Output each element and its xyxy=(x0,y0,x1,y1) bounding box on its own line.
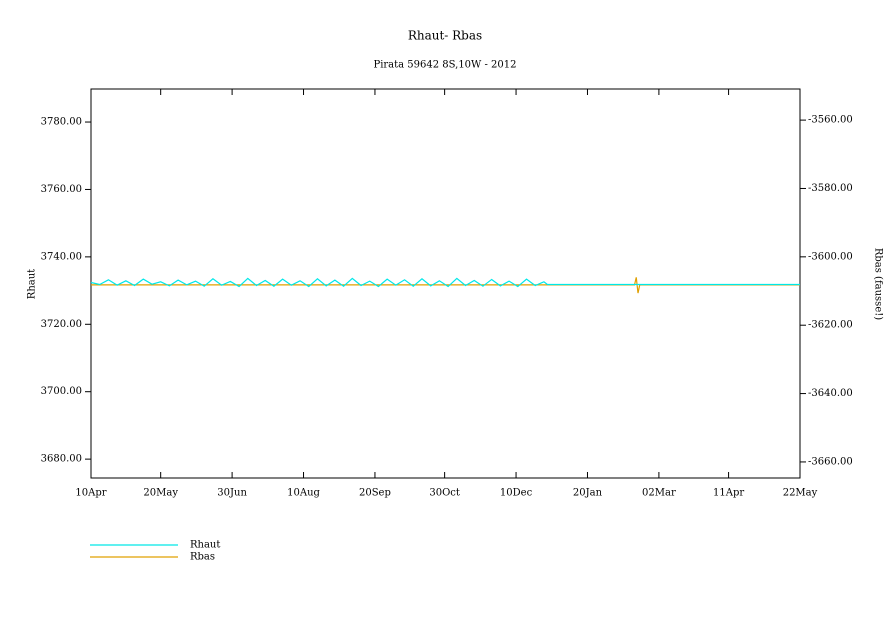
y-tick-label: 3720.00 xyxy=(41,319,82,330)
x-tick-label: 10Aug xyxy=(287,488,320,499)
x-tick-label: 11Apr xyxy=(713,488,744,499)
x-tick-label: 20May xyxy=(143,488,178,499)
legend-label: Rhaut xyxy=(190,540,220,551)
x-tick-label: 10Apr xyxy=(75,488,106,499)
y2-tick-label: -3580.00 xyxy=(808,183,853,194)
x-tick-label: 30Jun xyxy=(217,488,247,499)
y2-tick-label: -3640.00 xyxy=(808,388,853,399)
y-tick-label: 3760.00 xyxy=(41,184,82,195)
plot-frame xyxy=(90,88,801,479)
y2-tick-label: -3620.00 xyxy=(808,320,853,331)
y2-tick-label: -3660.00 xyxy=(808,456,853,467)
y-tick-label: 3740.00 xyxy=(41,251,82,262)
series-line xyxy=(90,277,800,288)
y2-tick-label: -3600.00 xyxy=(808,251,853,262)
y2-tick-label: -3560.00 xyxy=(808,115,853,126)
y2-axis-label: Rbas (fausse!) xyxy=(873,248,884,320)
x-tick-label: 30Oct xyxy=(429,488,460,499)
y-axis-label: Rhaut xyxy=(27,269,38,299)
legend-label: Rbas xyxy=(190,552,215,563)
chart-subtitle: Pirata 59642 8S,10W - 2012 xyxy=(373,60,516,71)
x-tick-label: 10Dec xyxy=(500,488,533,499)
chart-title: Rhaut- Rbas xyxy=(408,29,482,43)
y-tick-label: 3700.00 xyxy=(41,386,82,397)
x-tick-label: 02Mar xyxy=(642,488,676,499)
x-tick-label: 20Jan xyxy=(573,488,603,499)
x-tick-label: 22May xyxy=(783,488,818,499)
x-tick-label: 20Sep xyxy=(359,488,391,499)
y-tick-label: 3680.00 xyxy=(41,454,82,465)
y-tick-label: 3780.00 xyxy=(41,117,82,128)
